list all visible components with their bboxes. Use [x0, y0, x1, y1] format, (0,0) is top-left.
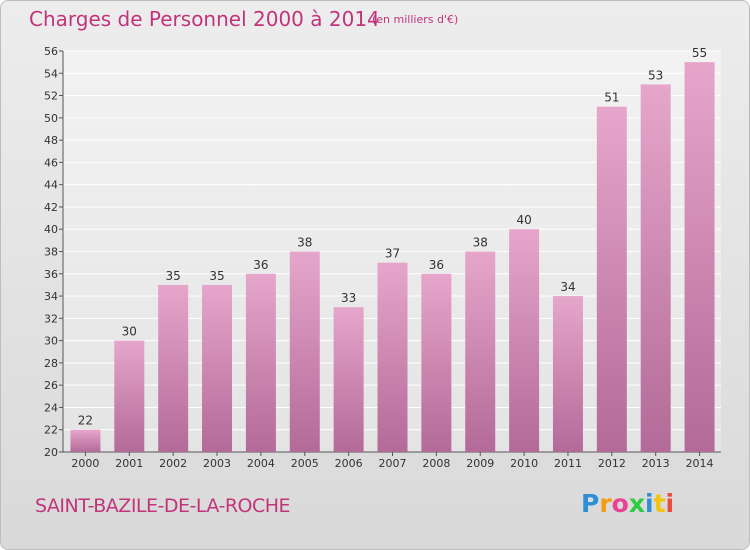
x-tick-label: 2014	[686, 457, 714, 470]
bar-value-label: 35	[209, 269, 224, 283]
x-tick-label: 2004	[247, 457, 275, 470]
x-tick-label: 2005	[291, 457, 319, 470]
y-tick-label: 46	[44, 156, 58, 169]
bar-value-label: 55	[692, 46, 707, 60]
bar	[421, 273, 452, 452]
y-tick-label: 20	[44, 446, 58, 459]
y-tick-label: 42	[44, 201, 58, 214]
bar	[114, 340, 145, 452]
y-tick-label: 44	[44, 179, 58, 192]
bar	[377, 262, 408, 452]
y-tick-label: 38	[44, 246, 58, 259]
logo-letter: r	[599, 489, 612, 518]
x-tick-label: 2001	[115, 457, 143, 470]
x-tick-label: 2012	[598, 457, 626, 470]
bar-value-label: 30	[122, 325, 137, 339]
bar-value-label: 37	[385, 247, 400, 261]
bar	[465, 251, 496, 452]
x-tick-label: 2007	[379, 457, 407, 470]
x-tick-label: 2008	[422, 457, 450, 470]
x-tick-label: 2011	[554, 457, 582, 470]
x-tick-label: 2006	[335, 457, 363, 470]
bar-value-label: 51	[604, 91, 619, 105]
x-tick-label: 2013	[642, 457, 670, 470]
bar-value-label: 35	[166, 269, 181, 283]
bar-value-label: 34	[560, 280, 575, 294]
y-tick-label: 40	[44, 223, 58, 236]
bar-value-label: 38	[473, 236, 488, 250]
bar-value-label: 36	[429, 258, 444, 272]
y-tick-label: 56	[44, 45, 58, 58]
x-tick-label: 2000	[71, 457, 99, 470]
bar-value-label: 22	[78, 414, 93, 428]
x-tick-label: 2009	[466, 457, 494, 470]
y-tick-label: 34	[44, 290, 58, 303]
y-tick-label: 28	[44, 357, 58, 370]
bar	[333, 307, 364, 452]
x-tick-label: 2010	[510, 457, 538, 470]
bar-value-label: 53	[648, 68, 663, 82]
x-tick-label: 2002	[159, 457, 187, 470]
y-tick-label: 26	[44, 379, 58, 392]
bar	[684, 62, 715, 453]
y-tick-label: 50	[44, 112, 58, 125]
bar	[596, 106, 627, 452]
chart-title: Charges de Personnel 2000 à 2014	[29, 7, 380, 31]
y-tick-label: 54	[44, 67, 58, 80]
bar	[509, 229, 540, 452]
bar	[202, 284, 233, 452]
logo-letter: x	[628, 489, 645, 518]
commune-name: SAINT-BAZILE-DE-LA-ROCHE	[35, 495, 291, 517]
bar	[552, 296, 583, 452]
bar-value-label: 40	[516, 213, 531, 227]
y-tick-label: 22	[44, 424, 58, 437]
y-tick-label: 24	[44, 401, 58, 414]
logo-letter: i	[665, 489, 675, 518]
logo-letter: i	[645, 489, 654, 518]
bar	[245, 273, 276, 452]
bar	[158, 284, 189, 452]
logo-letter: o	[611, 489, 629, 518]
bar	[289, 251, 320, 452]
bar-value-label: 36	[253, 258, 268, 272]
logo-letter: P	[581, 489, 600, 518]
bar-value-label: 33	[341, 291, 356, 305]
y-tick-label: 48	[44, 134, 58, 147]
logo-letter: t	[653, 489, 666, 518]
proxiti-logo[interactable]: Proxiti	[581, 489, 674, 518]
y-tick-label: 32	[44, 312, 58, 325]
chart-subtitle: (en milliers d'€)	[372, 13, 459, 26]
y-tick-label: 30	[44, 335, 58, 348]
bar-value-label: 38	[297, 236, 312, 250]
x-tick-label: 2003	[203, 457, 231, 470]
y-tick-label: 52	[44, 90, 58, 103]
bar	[70, 429, 101, 452]
y-tick-label: 36	[44, 268, 58, 281]
bar	[640, 84, 671, 453]
